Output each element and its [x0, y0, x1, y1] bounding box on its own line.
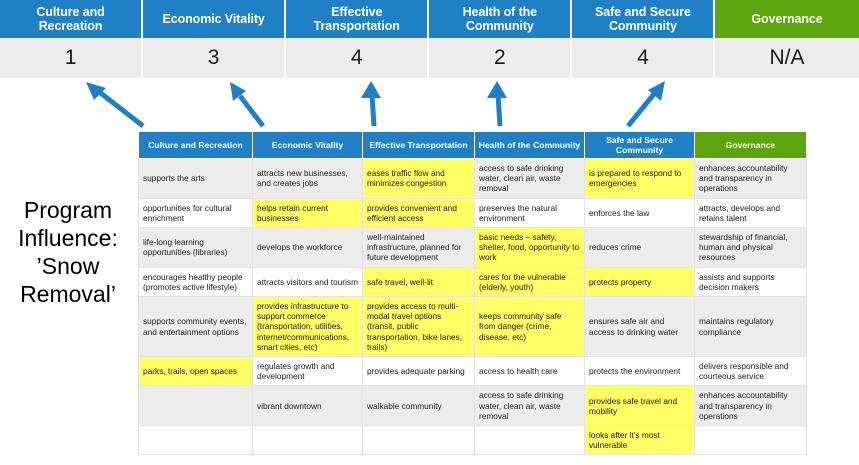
- arrow-group: [0, 76, 859, 132]
- matrix-cell: reduces crime: [584, 227, 695, 268]
- matrix-cell: safe travel, well-lit: [362, 266, 475, 298]
- table-row: supports community events, and entertain…: [138, 296, 807, 358]
- matrix-body: supports the arts attracts new businesses…: [138, 158, 807, 456]
- matrix-cell: attracts new businesses, and creates job…: [252, 158, 363, 199]
- banner-value-culture-and-recreation: 1: [0, 38, 144, 78]
- matrix-cell: parks, trails, open spaces: [138, 356, 253, 387]
- caption-line-4: Removal’: [20, 281, 116, 307]
- banner-header-health-of-the-community[interactable]: Health of the Community: [429, 0, 573, 38]
- table-row: encourages healthy people (promotes acti…: [138, 266, 807, 298]
- matrix-header-row: Culture and Recreation Economic Vitality…: [138, 131, 807, 159]
- matrix-cell: [362, 425, 475, 456]
- matrix-cell: eases traffic flow and minimizes congest…: [362, 158, 475, 199]
- matrix-cell: develops the workforce: [252, 227, 363, 268]
- matrix-cell: enhances accountability and transparency…: [694, 158, 807, 199]
- matrix-header-health-of-the-community: Health of the Community: [474, 131, 585, 159]
- matrix-cell: well-maintained infrastructure, planned …: [362, 227, 475, 268]
- matrix-cell: keeps community safe from danger (crime,…: [474, 296, 585, 358]
- table-row: opportunities for cultural enrichment hel…: [138, 197, 807, 229]
- banner-header-safe-and-secure-community[interactable]: Safe and Secure Community: [572, 0, 716, 38]
- banner-header-governance[interactable]: Governance: [715, 0, 859, 38]
- matrix-cell: supports community events, and entertain…: [138, 296, 253, 358]
- matrix-cell: [252, 425, 363, 456]
- matrix-header-safe-and-secure-community: Safe and Secure Community: [584, 131, 695, 159]
- matrix-cell: is prepared to respond to emergencies: [584, 158, 695, 199]
- matrix-header-governance: Governance: [694, 131, 807, 159]
- arrow-up-right-icon-5: [626, 81, 665, 128]
- arrow-up-left-icon-2: [230, 82, 265, 128]
- program-influence-caption: Program Influence: ’Snow Removal’: [4, 196, 132, 308]
- matrix-cell: maintains regulatory compliance: [694, 296, 807, 358]
- matrix-cell: provides convenient and efficient access: [362, 197, 475, 229]
- matrix-cell: cares for the vulnerable (elderly, youth…: [474, 266, 585, 298]
- matrix-header-effective-transportation: Effective Transportation: [362, 131, 475, 159]
- matrix-cell: delivers responsible and courteous servi…: [694, 356, 807, 387]
- banner-value-effective-transportation: 4: [286, 38, 430, 78]
- matrix-header-culture-and-recreation: Culture and Recreation: [138, 131, 253, 159]
- matrix-cell: preserves the natural environment: [474, 197, 585, 229]
- matrix-cell: regulates growth and development: [252, 356, 363, 387]
- matrix-cell: access to safe drinking water, clean air…: [474, 158, 585, 199]
- table-row: supports the arts attracts new businesses…: [138, 158, 807, 199]
- matrix-cell: opportunities for cultural enrichment: [138, 197, 253, 229]
- table-row: parks, trails, open spaces regulates grow…: [138, 356, 807, 387]
- matrix-cell: [138, 385, 253, 427]
- banner-header-culture-and-recreation[interactable]: Culture and Recreation: [0, 0, 144, 38]
- matrix-cell: ensures safe air and access to drinking …: [584, 296, 695, 358]
- banner-header-row: Culture and Recreation Economic Vitality…: [0, 0, 859, 38]
- matrix-cell: stewardship of financial, human and phys…: [694, 227, 807, 268]
- banner-value-governance: N/A: [715, 38, 859, 78]
- matrix-cell: access to safe drinking water, clean air…: [474, 385, 585, 427]
- matrix-cell: encourages healthy people (promotes acti…: [138, 266, 253, 298]
- matrix-cell: looks after it’s most vulnerable: [584, 425, 695, 456]
- banner-value-safe-and-secure-community: 4: [572, 38, 716, 78]
- caption-line-3: ’Snow: [36, 253, 100, 279]
- matrix-cell: vibrant downtown: [252, 385, 363, 427]
- banner-header-economic-vitality[interactable]: Economic Vitality: [143, 0, 287, 38]
- caption-line-1: Program: [23, 197, 113, 223]
- matrix-cell: assists and supports decision makers: [694, 266, 807, 298]
- matrix-cell: basic needs – safety, shelter, food, opp…: [474, 227, 585, 268]
- matrix-cell: provides safe travel and mobility: [584, 385, 695, 427]
- arrow-up-left-icon-1: [86, 82, 145, 128]
- matrix-cell: [138, 425, 253, 456]
- banner-header-effective-transportation[interactable]: Effective Transportation: [286, 0, 430, 38]
- arrow-up-icon-4: [487, 81, 507, 127]
- matrix-cell: attracts visitors and tourism: [252, 266, 363, 298]
- outcomes-matrix-table: Culture and Recreation Economic Vitality…: [138, 131, 807, 456]
- caption-line-2: Influence:: [18, 225, 118, 251]
- matrix-header-economic-vitality: Economic Vitality: [252, 131, 363, 159]
- matrix-cell: protects the environment: [584, 356, 695, 387]
- matrix-cell: walkable community: [362, 385, 475, 427]
- matrix-cell: provides access to multi-modal travel op…: [362, 296, 475, 358]
- table-row: looks after it’s most vulnerable: [138, 425, 807, 456]
- banner-value-economic-vitality: 3: [143, 38, 287, 78]
- matrix-cell: protects property: [584, 266, 695, 298]
- matrix-cell: provides infrastructure to support comme…: [252, 296, 363, 358]
- matrix-cell: life-long learning opportunities (librar…: [138, 227, 253, 268]
- banner-value-health-of-the-community: 2: [429, 38, 573, 78]
- matrix-cell: enhances accountability and transparency…: [694, 385, 807, 427]
- matrix-cell: supports the arts: [138, 158, 253, 199]
- banner-value-row: 1 3 4 2 4 N/A: [0, 38, 859, 78]
- matrix-cell: [694, 425, 807, 456]
- matrix-cell: enforces the law: [584, 197, 695, 229]
- table-row: vibrant downtown walkable community access…: [138, 385, 807, 427]
- arrow-up-icon-3: [361, 81, 381, 127]
- matrix-cell: access to health care: [474, 356, 585, 387]
- table-row: life-long learning opportunities (librar…: [138, 227, 807, 268]
- scorecard-banner: Culture and Recreation Economic Vitality…: [0, 0, 859, 78]
- matrix-cell: [474, 425, 585, 456]
- matrix-cell: provides adequate parking: [362, 356, 475, 387]
- matrix-cell: attracts, develops and retains talent: [694, 197, 807, 229]
- matrix-cell: helps retain current businesses: [252, 197, 363, 229]
